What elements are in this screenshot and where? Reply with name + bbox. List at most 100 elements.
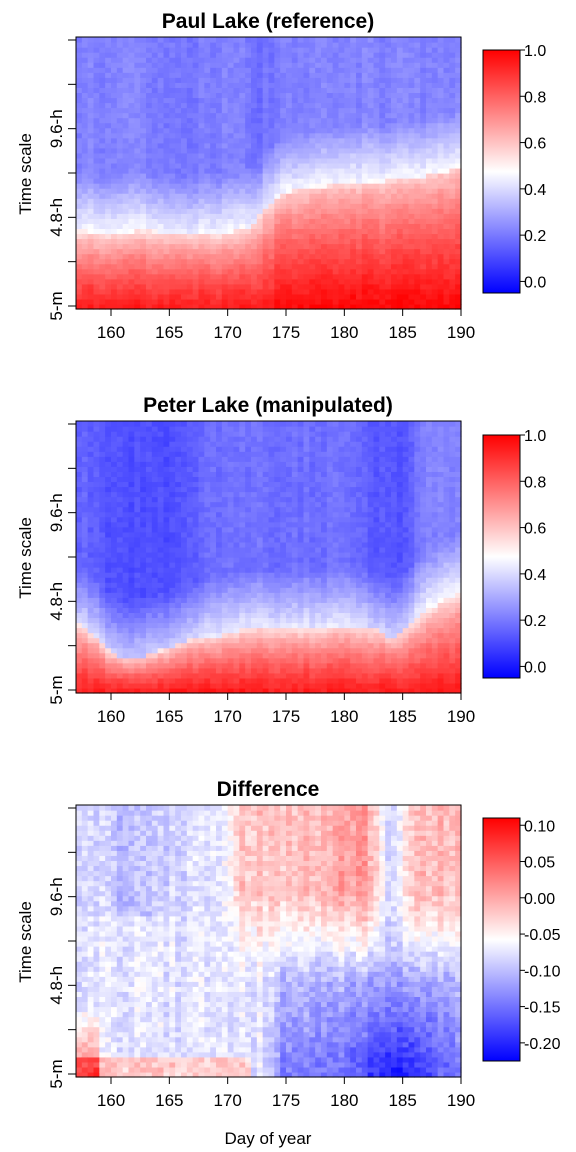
heatmap-cell [239,152,246,159]
heatmap-cell [286,183,293,189]
heatmap-cell [134,218,141,224]
heatmap-cell [256,198,264,204]
heatmap-cell [402,293,410,300]
heatmap-cell [309,107,316,114]
heatmap-cell [111,42,118,48]
heatmap-cell [455,173,462,179]
heatmap-cell [361,278,369,285]
heatmap-cell [385,193,392,199]
heatmap-cell [385,303,392,310]
heatmap-cell [76,546,83,553]
heatmap-cell [251,283,258,290]
heatmap-cell [186,147,194,154]
heatmap-cell [239,218,246,224]
heatmap-cell [315,173,322,179]
heatmap-cell [122,682,130,689]
heatmap-cell [111,602,118,608]
heatmap-cell [81,491,89,498]
heatmap-cell [210,466,217,472]
heatmap-cell [186,632,194,639]
heatmap-cell [210,208,217,214]
heatmap-cell [111,496,118,503]
heatmap-cell [76,42,83,48]
heatmap-cell [268,132,275,139]
heatmap-cell [414,208,421,214]
heatmap-cell [396,243,404,250]
heatmap-cell [140,127,147,134]
heatmap-cell [186,421,194,427]
heatmap-cell [81,677,89,684]
heatmap-cell [274,77,281,83]
heatmap-cell [116,597,124,603]
heatmap-cell [204,127,211,134]
heatmap-cell [256,87,264,94]
heatmap-cell [192,612,200,619]
heatmap-cell [396,152,404,159]
heatmap-cell [163,203,170,209]
heatmap-cell [350,298,357,305]
heatmap-cell [256,152,264,159]
heatmap-cell [163,57,170,63]
heatmap-cell [116,506,124,513]
heatmap-cell [163,208,170,214]
heatmap-cell [116,173,124,179]
heatmap-cell [332,62,340,68]
heatmap-cell [245,162,252,169]
heatmap-cell [373,238,380,245]
heatmap-cell [216,662,223,669]
heatmap-cell [210,72,217,78]
heatmap-cell [169,516,176,523]
heatmap-cell [93,441,100,447]
heatmap-cell [192,541,200,548]
heatmap-cell [151,582,159,588]
heatmap-cell [309,198,316,204]
heatmap-cell [192,268,200,275]
heatmap-cell [262,278,270,285]
heatmap-cell [449,132,456,139]
heatmap-cell [93,541,100,548]
heatmap-cell [332,147,340,154]
heatmap-cell [379,37,386,43]
heatmap-cell [443,142,450,149]
heatmap-cell [245,203,252,209]
heatmap-cell [338,67,345,73]
heatmap-cell [291,273,299,280]
heatmap-cell [76,431,83,437]
heatmap-cell [414,167,421,174]
heatmap-cell [134,238,141,245]
heatmap-cell [175,97,182,104]
heatmap-cell [186,52,194,58]
heatmap-cell [227,183,235,189]
heatmap-cell [76,516,83,523]
heatmap-cell [262,112,270,119]
heatmap-cell [192,511,200,518]
heatmap-cell [111,486,118,493]
heatmap-cell [291,77,299,83]
heatmap-cell [443,137,450,144]
heatmap-cell [221,87,229,94]
heatmap-cell [175,273,182,280]
heatmap-cell [326,57,334,63]
heatmap-cell [361,167,369,174]
heatmap-cell [76,72,83,78]
heatmap-cell [157,602,165,608]
heatmap-cell [87,77,95,83]
heatmap-cell [373,52,380,58]
heatmap-cell [140,446,147,452]
heatmap-cell [175,632,182,639]
heatmap-cell [280,178,287,184]
heatmap-cell [157,652,165,659]
heatmap-cell [76,218,83,224]
heatmap-cell [426,253,433,260]
heatmap-cell [426,223,433,230]
heatmap-cell [169,511,176,518]
heatmap-cell [105,188,112,194]
heatmap-cell [408,303,415,310]
heatmap-cell [449,283,456,290]
heatmap-cell [350,42,357,48]
heatmap-cell [408,183,415,189]
heatmap-cell [227,178,235,184]
heatmap-cell [76,476,83,483]
heatmap-cell [163,476,170,483]
heatmap-cell [198,117,205,124]
